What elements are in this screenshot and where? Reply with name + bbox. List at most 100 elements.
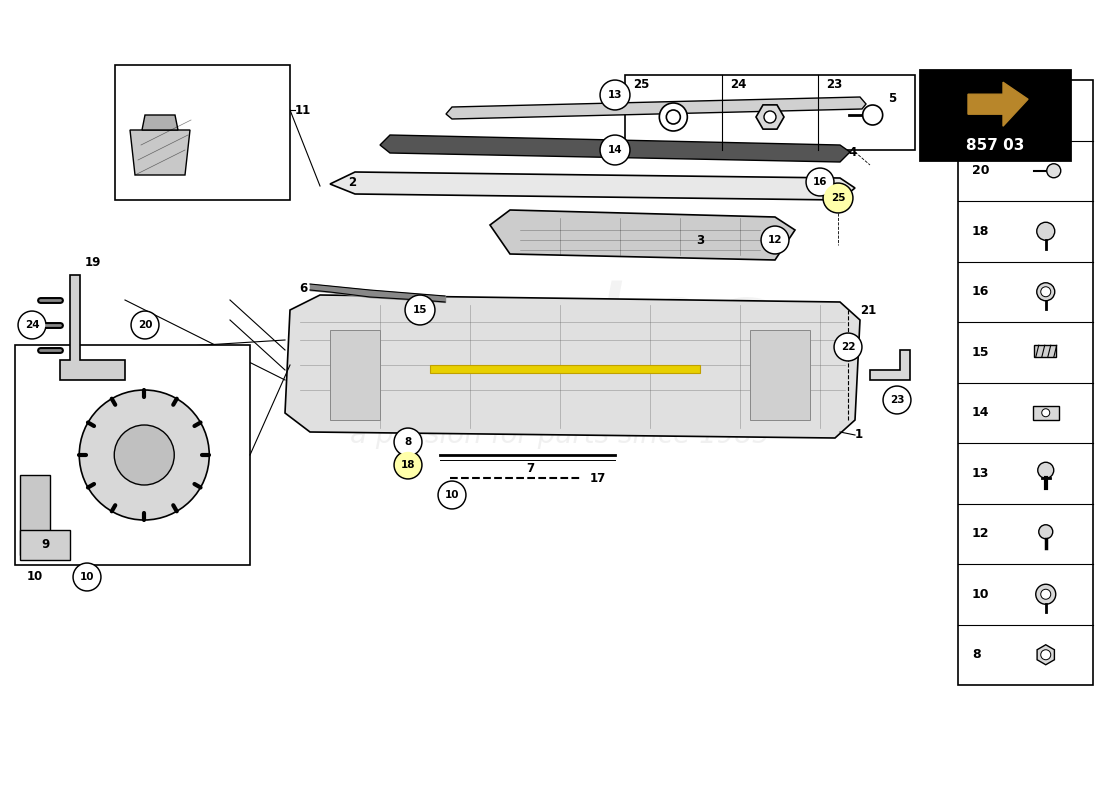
Polygon shape (490, 210, 795, 260)
Circle shape (836, 334, 860, 359)
Circle shape (1041, 286, 1050, 297)
Circle shape (1037, 462, 1054, 478)
Circle shape (131, 311, 160, 339)
Circle shape (834, 333, 862, 361)
Circle shape (20, 313, 44, 338)
Text: euroc: euroc (452, 333, 668, 407)
Bar (116, 65, 290, 200)
Text: 25: 25 (830, 193, 845, 203)
Circle shape (761, 226, 789, 254)
Text: 19: 19 (85, 257, 101, 270)
Circle shape (1036, 222, 1055, 240)
Text: 24: 24 (24, 320, 40, 330)
Circle shape (1047, 164, 1060, 178)
Polygon shape (60, 275, 125, 380)
Text: tes: tes (590, 273, 770, 387)
Text: 5: 5 (888, 91, 896, 105)
Text: 23: 23 (826, 78, 843, 91)
Text: 11: 11 (295, 103, 311, 117)
Text: 22: 22 (840, 342, 856, 352)
Bar (330, 330, 380, 420)
Polygon shape (968, 82, 1028, 126)
Circle shape (405, 295, 435, 325)
Circle shape (807, 170, 833, 194)
Text: 15: 15 (972, 346, 990, 358)
Text: 24: 24 (729, 78, 746, 91)
Polygon shape (756, 105, 784, 129)
Circle shape (600, 80, 630, 110)
Circle shape (407, 297, 433, 323)
Polygon shape (870, 350, 910, 380)
Polygon shape (285, 295, 860, 438)
Circle shape (18, 311, 46, 339)
Text: 14: 14 (972, 406, 990, 419)
Text: 12: 12 (768, 235, 782, 245)
Text: 1: 1 (855, 429, 864, 442)
Text: 13: 13 (607, 90, 623, 100)
Text: 4: 4 (848, 146, 856, 158)
Circle shape (602, 137, 628, 163)
Circle shape (602, 82, 628, 109)
Bar (750, 330, 810, 420)
Circle shape (396, 430, 420, 454)
Bar (625, 75, 915, 150)
Text: 14: 14 (607, 145, 623, 155)
Text: 16: 16 (813, 177, 827, 187)
Polygon shape (430, 365, 700, 373)
Circle shape (1036, 282, 1055, 301)
Text: 18: 18 (972, 225, 989, 238)
Circle shape (806, 168, 834, 196)
Text: 22: 22 (972, 104, 990, 117)
Text: 23: 23 (890, 395, 904, 405)
Text: 10: 10 (79, 572, 95, 582)
Circle shape (825, 185, 851, 211)
Circle shape (823, 183, 852, 213)
Text: 6: 6 (299, 282, 308, 294)
Text: 20: 20 (972, 164, 990, 178)
Circle shape (75, 565, 99, 590)
Circle shape (394, 428, 422, 456)
Text: 10: 10 (972, 588, 990, 601)
Circle shape (79, 390, 209, 520)
Circle shape (762, 227, 788, 253)
Text: a passion for parts since 1985: a passion for parts since 1985 (350, 421, 770, 449)
Circle shape (114, 425, 174, 485)
Circle shape (438, 481, 466, 509)
Circle shape (396, 453, 420, 478)
Circle shape (1042, 409, 1049, 417)
Circle shape (667, 110, 680, 124)
Polygon shape (1037, 645, 1055, 665)
Text: 20: 20 (138, 320, 152, 330)
Text: 13: 13 (972, 466, 989, 480)
Text: 8: 8 (972, 648, 980, 662)
Circle shape (884, 387, 910, 413)
Bar (20, 475, 50, 555)
Text: 21: 21 (860, 303, 877, 317)
Circle shape (883, 386, 911, 414)
Bar (1033, 406, 1058, 420)
Text: 10: 10 (26, 570, 43, 583)
Circle shape (1041, 650, 1050, 660)
Circle shape (394, 451, 422, 479)
Circle shape (600, 135, 630, 165)
Circle shape (764, 111, 776, 123)
Circle shape (1036, 584, 1056, 604)
Circle shape (862, 105, 882, 125)
Text: 857 03: 857 03 (966, 138, 1024, 154)
Text: 15: 15 (412, 305, 427, 315)
Circle shape (73, 563, 101, 591)
Text: 8: 8 (405, 437, 411, 447)
Polygon shape (379, 135, 850, 162)
Circle shape (1041, 590, 1050, 599)
Text: 7: 7 (526, 462, 535, 475)
Bar (20, 530, 70, 560)
Circle shape (132, 313, 157, 338)
Bar (920, 70, 1070, 160)
Circle shape (440, 482, 464, 507)
Text: 16: 16 (972, 286, 989, 298)
Polygon shape (446, 97, 866, 119)
Text: 17: 17 (590, 471, 606, 485)
Polygon shape (142, 115, 178, 130)
Bar (958, 80, 1093, 685)
Bar (1034, 346, 1056, 358)
